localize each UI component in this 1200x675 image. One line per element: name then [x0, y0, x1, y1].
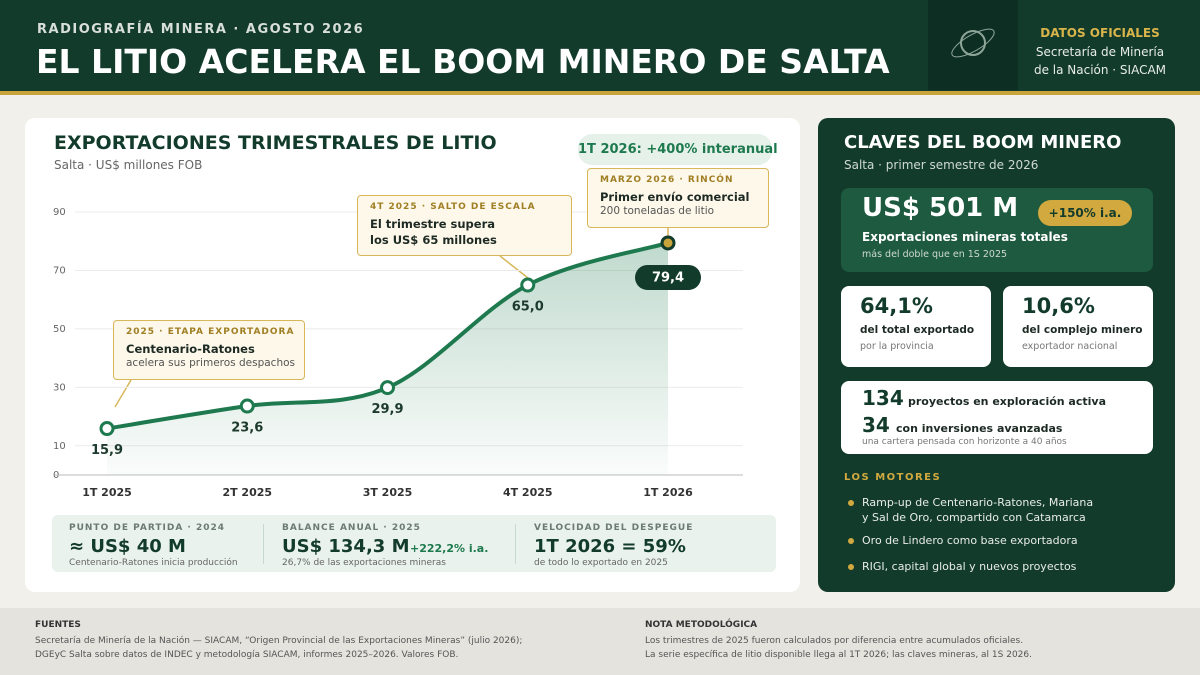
summary-value: US$ 134,3 M [282, 536, 410, 557]
motors-title: LOS MOTORES [844, 472, 942, 483]
value-pill [635, 264, 701, 290]
y-tick-label: 70 [53, 265, 66, 276]
annotation-kicker: MARZO 2026 · RINCÓN [600, 175, 734, 185]
leader [114, 379, 132, 408]
area [107, 242, 668, 475]
source-label: DATOS OFICIALES [1040, 26, 1160, 40]
y-tick-label: 30 [53, 382, 66, 393]
value-label: 23,6 [231, 421, 263, 436]
annotation-text: 200 toneladas de litio [600, 205, 715, 217]
point [660, 235, 676, 251]
badge: 1T 2026: +400% interanual [578, 134, 778, 165]
stat-card [841, 286, 991, 367]
footer-title: FUENTES [35, 620, 81, 630]
chart-subtitle: Salta · US$ millones FOB [54, 158, 203, 172]
annotation: 2025 · ETAPA EXPORTADORA Centenario-Raton… [113, 320, 305, 380]
stat-label: del complejo minero [1022, 324, 1143, 336]
annotation-kicker: 4T 2025 · SALTO DE ESCALA [370, 202, 536, 212]
x-tick-label: 2T 2025 [222, 486, 272, 499]
summary-value: ≈ US$ 40 M [69, 536, 186, 557]
summary-label: PUNTO DE PARTIDA · 2024 [69, 523, 226, 533]
divider [263, 524, 264, 564]
annotation-kicker: 2025 · ETAPA EXPORTADORA [126, 327, 295, 337]
project-label: proyectos en exploración activa [908, 395, 1106, 408]
stat-value: 64,1% [860, 294, 933, 318]
motor-text: Ramp-up de Centenario-Ratones, Mariana [862, 496, 1094, 509]
annotation: MARZO 2026 · RINCÓN Primer envío comercia… [587, 168, 769, 228]
annotation-title: Primer envío comercial [600, 190, 750, 204]
project-note: una cartera pensada con horizonte a 40 a… [862, 437, 1067, 447]
y-tick-label: 90 [53, 207, 66, 218]
divider [515, 524, 516, 564]
bullet [848, 500, 854, 506]
stat-value: 10,6% [1022, 294, 1095, 318]
stat-note: por la provincia [860, 341, 934, 352]
logo [928, 0, 1018, 90]
chart-title: EXPORTACIONES TRIMESTRALES DE LITIO [54, 132, 497, 154]
annotation-title: El trimestre supera [370, 217, 496, 231]
project-value: 134 [862, 386, 904, 410]
motor-text: RIGI, capital global y nuevos proyectos [862, 560, 1077, 573]
hero-badge: +150% i.a. [1038, 200, 1132, 226]
summary-note: 26,7% de las exportaciones mineras [282, 558, 446, 568]
footer-title: NOTA METODOLÓGICA [645, 620, 758, 630]
footer-text: La serie específica de litio disponible … [645, 650, 1032, 660]
y-tick-label: 50 [53, 324, 66, 335]
summary-extra: +222,2% i.a. [410, 542, 489, 555]
summary-bar [52, 515, 776, 572]
stat-label: del total exportado [860, 324, 975, 336]
hero-label: Exportaciones mineras totales [862, 230, 1068, 244]
stat-note: exportador nacional [1022, 341, 1118, 352]
value-label: 79,4 [652, 270, 684, 285]
value-label: 15,9 [91, 443, 123, 458]
kicker: RADIOGRAFÍA MINERA · AGOSTO 2026 [37, 22, 365, 37]
source-line: de la Nación · SIACAM [1033, 63, 1167, 77]
point [380, 380, 395, 396]
x-tick-label: 3T 2025 [363, 486, 413, 499]
value-label: 29,9 [371, 402, 403, 417]
footer-text: DGEyC Salta sobre datos de INDEC y metod… [35, 650, 459, 660]
point [239, 398, 255, 414]
panel-subtitle: Salta · primer semestre de 2026 [844, 158, 1039, 172]
project-value: 34 [862, 413, 890, 437]
summary-note: Centenario-Ratones inicia producción [69, 558, 238, 568]
leader [499, 255, 529, 279]
title: EL LITIO ACELERA EL BOOM MINERO DE SALTA [36, 42, 890, 81]
x-tick-label: 1T 2025 [82, 486, 132, 499]
footer-text: Secretaría de Minería de la Nación — SIA… [35, 636, 523, 646]
summary-label: BALANCE ANUAL · 2025 [282, 523, 421, 533]
panel-title: CLAVES DEL BOOM MINERO [844, 132, 1122, 153]
annotation-text: acelera sus primeros despachos [126, 357, 295, 369]
annotation-title: los US$ 65 millones [370, 233, 497, 247]
source-line: Secretaría de Minería [1035, 45, 1165, 59]
point [520, 277, 536, 293]
point [99, 421, 115, 437]
summary-value: 1T 2026 = 59% [534, 536, 686, 557]
bullet [848, 538, 854, 544]
footer-text: Los trimestres de 2025 fueron calculados… [645, 636, 1024, 646]
footer [0, 608, 1200, 675]
project-label: con inversiones avanzadas [896, 422, 1063, 435]
motor-text: Oro de Lindero como base exportadora [862, 534, 1078, 547]
y-tick-label: 10 [53, 441, 66, 452]
bullet [848, 564, 854, 570]
x-tick-label: 4T 2025 [503, 486, 553, 499]
x-tick-label: 1T 2026 [643, 486, 693, 499]
stat-card [1003, 286, 1153, 367]
value-label: 65,0 [512, 300, 544, 315]
annotation-title: Centenario-Ratones [126, 342, 255, 356]
hero-note: más del doble que en 1S 2025 [862, 249, 1008, 260]
motor-text: y Sal de Oro, compartido con Catamarca [862, 511, 1086, 524]
summary-label: VELOCIDAD DEL DESPEGUE [534, 523, 694, 533]
projects-card [841, 381, 1153, 454]
annotation: 4T 2025 · SALTO DE ESCALA El trimestre su… [357, 195, 572, 256]
summary-note: de todo lo exportado en 2025 [534, 558, 668, 568]
hero-value: US$ 501 M [862, 193, 1019, 223]
